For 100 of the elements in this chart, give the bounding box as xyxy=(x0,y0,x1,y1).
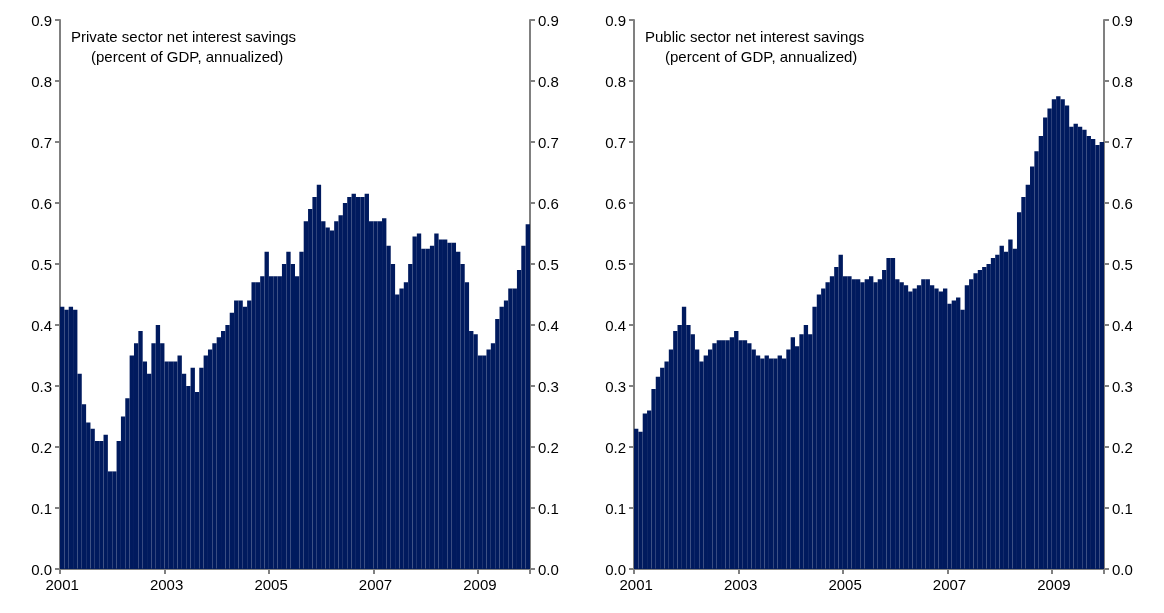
bar xyxy=(642,413,648,569)
bar xyxy=(238,300,243,569)
bar xyxy=(999,245,1004,569)
y2-tick-label: 0.1 xyxy=(538,499,559,517)
bar xyxy=(155,325,161,569)
bar xyxy=(956,297,961,569)
y2-tick-label: 0.2 xyxy=(538,438,559,456)
y-tick-label: 0.6 xyxy=(605,194,626,212)
y-tick-label: 0.3 xyxy=(31,377,52,395)
bar xyxy=(890,257,896,569)
y2-tick-label: 0.7 xyxy=(1112,133,1133,151)
y2-tick-label: 0.4 xyxy=(538,316,559,334)
bar xyxy=(1077,126,1083,569)
bar xyxy=(951,300,957,569)
bar xyxy=(773,358,778,569)
bar xyxy=(425,248,430,569)
bar xyxy=(60,306,65,569)
bar xyxy=(64,309,69,569)
bar xyxy=(273,276,278,569)
y2-tick-label: 0.4 xyxy=(1112,316,1133,334)
bar xyxy=(903,285,909,569)
bar xyxy=(760,358,765,569)
y2-tick-label: 0.6 xyxy=(538,194,559,212)
bar xyxy=(851,279,856,569)
bar xyxy=(681,306,687,569)
bar xyxy=(790,337,796,569)
bar xyxy=(73,309,78,569)
bar xyxy=(860,282,865,569)
y2-tick-label: 0.7 xyxy=(538,133,559,151)
bar xyxy=(364,193,369,569)
bar xyxy=(168,361,174,569)
bar xyxy=(764,355,769,569)
bar xyxy=(251,282,256,569)
bar xyxy=(373,221,378,569)
y-tick-label: 0.6 xyxy=(31,194,52,212)
bar xyxy=(712,343,717,569)
bar xyxy=(473,334,478,569)
bar xyxy=(316,184,322,569)
y-tick-label: 0.5 xyxy=(605,255,626,273)
y2-tick-label: 0.8 xyxy=(538,72,559,90)
y2-tick-label: 0.5 xyxy=(1112,255,1133,273)
bar xyxy=(177,355,182,569)
x-tick-label: 2003 xyxy=(149,576,184,593)
bar xyxy=(977,270,983,569)
bar xyxy=(416,233,422,569)
bar xyxy=(190,367,195,569)
y2-tick-label: 0.5 xyxy=(538,255,559,273)
y2-tick-label: 0.3 xyxy=(1112,377,1133,395)
bar xyxy=(68,306,74,569)
bar xyxy=(264,251,269,569)
y-tick-label: 0.3 xyxy=(605,377,626,395)
bar xyxy=(508,288,513,569)
x-tick-label: 2001 xyxy=(45,576,79,593)
bar xyxy=(838,254,843,569)
bar xyxy=(525,224,530,569)
bar xyxy=(721,340,726,569)
y2-tick-label: 0.9 xyxy=(538,11,559,29)
bar xyxy=(716,340,722,569)
x-tick-label: 2003 xyxy=(723,576,758,593)
y-tick-label: 0.4 xyxy=(31,316,52,334)
x-tick-label: 2007 xyxy=(358,576,393,593)
bar xyxy=(442,239,448,569)
y-tick-label: 0.2 xyxy=(605,438,626,456)
bar xyxy=(1056,96,1061,569)
bar xyxy=(990,257,996,569)
bar xyxy=(382,218,387,569)
bar xyxy=(234,300,239,569)
bar xyxy=(938,291,943,569)
bar xyxy=(1099,142,1104,569)
y2-tick-label: 0.1 xyxy=(1112,499,1133,517)
y-tick-label: 0.1 xyxy=(31,499,52,517)
bar xyxy=(451,242,457,569)
x-tick-label: 2005 xyxy=(254,576,288,593)
bar xyxy=(347,196,352,569)
y2-tick-label: 0.2 xyxy=(1112,438,1133,456)
bar xyxy=(777,355,782,569)
bar xyxy=(734,331,739,569)
y-tick-label: 0.2 xyxy=(31,438,52,456)
bar xyxy=(434,233,439,569)
y-tick-label: 0.5 xyxy=(31,255,52,273)
y2-tick-label: 0.8 xyxy=(1112,72,1133,90)
bar xyxy=(412,236,417,569)
bar xyxy=(973,273,978,569)
x-tick-label: 2005 xyxy=(828,576,862,593)
y-tick-label: 0.0 xyxy=(31,560,52,578)
bar xyxy=(634,428,639,569)
x-tick-label: 2001 xyxy=(619,576,653,593)
bar xyxy=(1008,239,1013,569)
y2-tick-label: 0.6 xyxy=(1112,194,1133,212)
y-tick-label: 0.0 xyxy=(605,560,626,578)
x-tick-label: 2007 xyxy=(932,576,967,593)
bar xyxy=(847,276,852,569)
bar xyxy=(360,196,365,569)
bar xyxy=(1090,138,1096,569)
bar xyxy=(351,193,356,569)
bar xyxy=(899,282,904,569)
bar xyxy=(942,288,948,569)
text: Public sector net interest savings xyxy=(645,28,865,45)
bar xyxy=(982,267,987,569)
bar xyxy=(355,196,361,569)
